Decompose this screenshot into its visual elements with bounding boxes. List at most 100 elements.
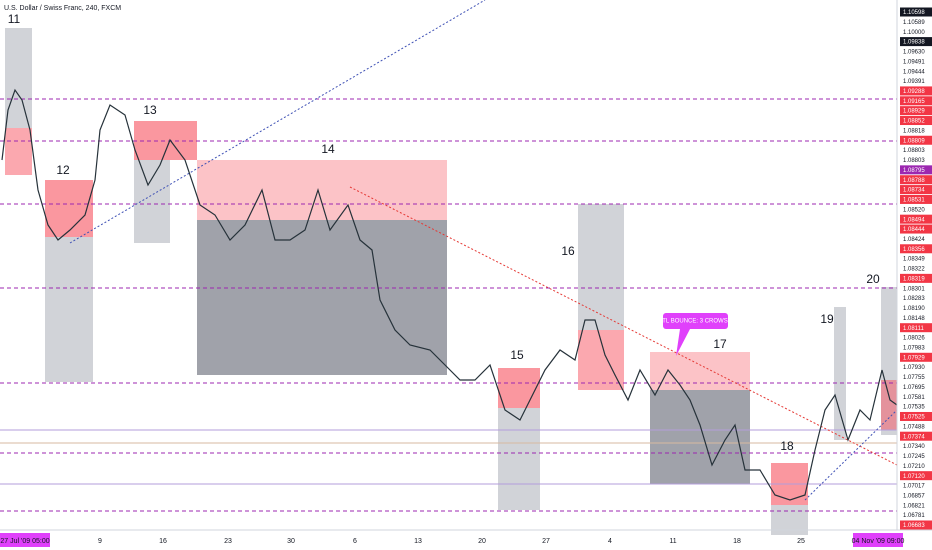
zone-label: 16 <box>561 244 575 258</box>
price-label-bg <box>900 392 932 402</box>
price-label: 1.10000 <box>903 30 925 36</box>
zone-box <box>650 390 750 484</box>
price-label: 1.08322 <box>903 267 925 273</box>
price-label-bg <box>900 293 932 303</box>
date-label: 13 <box>414 538 422 545</box>
zone-box <box>578 204 624 330</box>
date-label: 23 <box>224 538 232 545</box>
price-label: 1.08531 <box>903 198 925 204</box>
price-label-bg <box>900 165 932 175</box>
price-label: 1.08734 <box>903 188 925 194</box>
zone-box <box>197 160 447 220</box>
price-label: 1.08148 <box>903 316 925 322</box>
trend-line <box>69 0 486 244</box>
date-label: 11 <box>669 538 676 545</box>
zone-box <box>5 28 32 128</box>
price-label: 1.06781 <box>903 513 925 519</box>
price-label-bg <box>900 490 932 500</box>
zone-box <box>197 220 447 375</box>
price-label: 1.08424 <box>903 237 925 243</box>
date-label-bg <box>0 533 50 547</box>
price-label-bg <box>900 224 932 234</box>
price-label: 1.10589 <box>903 20 925 26</box>
price-label: 1.07755 <box>903 375 925 381</box>
price-label: 1.07695 <box>903 385 925 391</box>
price-label: 1.07581 <box>903 395 925 401</box>
price-label: 1.09630 <box>903 50 925 56</box>
levels <box>0 98 897 512</box>
price-label: 1.08818 <box>903 128 925 134</box>
price-label: 1.07374 <box>903 434 925 440</box>
zone-box <box>45 180 93 237</box>
zone-label: 12 <box>56 163 70 177</box>
price-label: 1.08494 <box>903 217 925 223</box>
price-label-bg <box>900 214 932 224</box>
price-label-bg <box>900 431 932 441</box>
date-label: 4 <box>608 538 612 545</box>
date-label: 20 <box>478 538 486 545</box>
price-label: 1.07929 <box>903 355 925 361</box>
chart-title: U.S. Dollar / Swiss Franc, 240, FXCM <box>4 5 121 12</box>
price-label: 1.09165 <box>903 99 925 105</box>
price-label: 1.07017 <box>903 484 925 490</box>
date-label: 30 <box>287 538 295 545</box>
zone-box <box>134 160 170 243</box>
zone-label: 11 <box>8 12 21 26</box>
price-label: 1.07488 <box>903 424 925 430</box>
price-label: 1.08803 <box>903 158 925 164</box>
price-label: 1.07210 <box>903 464 925 470</box>
annotation-text: TL BOUNCE: 3 CROWS <box>662 319 727 325</box>
price-label: 1.06857 <box>903 493 925 499</box>
price-label-bg <box>900 135 932 145</box>
price-label-bg <box>900 27 932 37</box>
zone-box <box>134 121 197 160</box>
price-label-bg <box>900 283 932 293</box>
price-label-bg <box>900 303 932 313</box>
price-label: 1.08026 <box>903 336 925 342</box>
price-label-bg <box>900 352 932 362</box>
price-label: 1.08356 <box>903 247 925 253</box>
price-label-bg <box>900 194 932 204</box>
price-label: 1.07983 <box>903 346 925 352</box>
price-label-bg <box>900 342 932 352</box>
price-label-bg <box>900 17 932 27</box>
price-label-bg <box>900 510 932 520</box>
price-label-bg <box>900 273 932 283</box>
price-label-bg <box>900 362 932 372</box>
price-label: 1.08803 <box>903 148 925 154</box>
date-label: 25 <box>797 538 805 545</box>
zone-box <box>834 307 846 440</box>
price-label-bg <box>900 145 932 155</box>
price-label-bg <box>900 66 932 76</box>
date-label: 27 <box>542 538 550 545</box>
price-label-bg <box>900 481 932 491</box>
price-label: 1.07245 <box>903 454 925 460</box>
zone-label: 17 <box>713 337 727 351</box>
price-label-bg <box>900 402 932 412</box>
date-label: 18 <box>733 538 741 545</box>
price-label-bg <box>900 411 932 421</box>
annotation-box <box>663 313 728 329</box>
zone-label: 13 <box>143 103 157 117</box>
annotation-callout: TL BOUNCE: 3 CROWS <box>662 313 728 356</box>
price-label: 1.08520 <box>903 207 925 213</box>
price-label: 1.08301 <box>903 286 925 292</box>
price-label-bg <box>900 264 932 273</box>
zone-label: 19 <box>820 312 834 326</box>
zone-box <box>5 128 32 175</box>
price-label: 1.08795 <box>903 168 925 174</box>
price-label: 1.09288 <box>903 89 925 95</box>
price-label: 1.08788 <box>903 178 925 184</box>
price-label: 1.09444 <box>903 69 925 75</box>
price-label-bg <box>900 421 932 431</box>
price-label-bg <box>900 471 932 481</box>
price-label: 1.07120 <box>903 474 925 480</box>
price-label: 1.07525 <box>903 415 925 421</box>
price-label: 1.08111 <box>903 326 924 332</box>
price-label: 1.08852 <box>903 119 925 125</box>
price-label-bg <box>900 244 932 254</box>
price-label: 1.07535 <box>903 405 925 411</box>
price-label-bg <box>900 461 932 471</box>
price-label: 1.08319 <box>903 276 925 282</box>
